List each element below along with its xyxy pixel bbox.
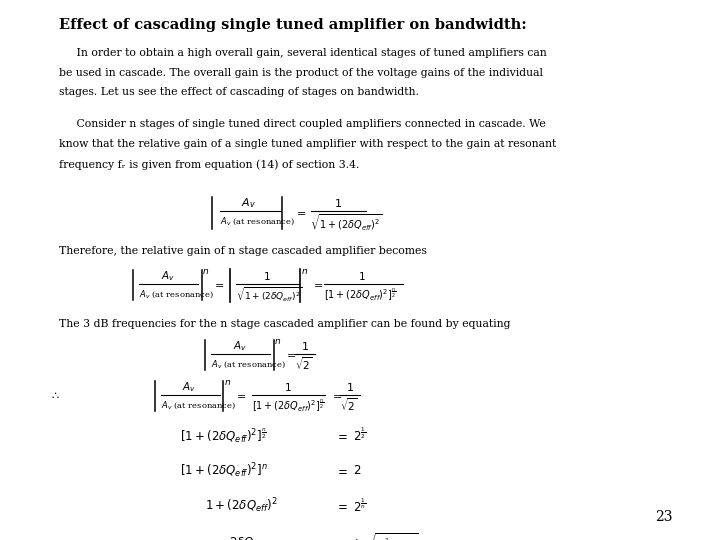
Text: $A_v$: $A_v$: [241, 196, 256, 210]
Text: $\sqrt{2}$: $\sqrt{2}$: [295, 355, 313, 372]
Text: $=$: $=$: [212, 279, 225, 289]
Text: $A_v$ (at resonance): $A_v$ (at resonance): [220, 215, 295, 227]
Text: $[1+(2\delta Q_{eff})^2]^n$: $[1+(2\delta Q_{eff})^2]^n$: [180, 462, 268, 480]
Text: $2^{\frac{1}{2}}$: $2^{\frac{1}{2}}$: [353, 427, 366, 444]
Text: $\sqrt{1+(2\delta Q_{eff})^2}$: $\sqrt{1+(2\delta Q_{eff})^2}$: [310, 213, 382, 232]
Text: be used in cascade. The overall gain is the product of the voltage gains of the : be used in cascade. The overall gain is …: [59, 68, 543, 78]
Text: Effect of cascading single tuned amplifier on bandwidth:: Effect of cascading single tuned amplifi…: [59, 18, 527, 32]
Text: $= \pm$: $= \pm$: [335, 537, 362, 540]
Text: $A_v$: $A_v$: [182, 380, 197, 394]
Text: $\therefore$: $\therefore$: [49, 390, 60, 400]
Text: $1$: $1$: [263, 270, 270, 282]
Text: $=$: $=$: [335, 464, 348, 477]
Text: $\sqrt{2}$: $\sqrt{2}$: [340, 396, 358, 413]
Text: $=$: $=$: [330, 390, 342, 400]
Text: $2\delta Q_{eff}$: $2\delta Q_{eff}$: [229, 536, 267, 540]
Text: $[1+(2\delta Q_{eff})^2]^{\frac{n}{2}}$: $[1+(2\delta Q_{eff})^2]^{\frac{n}{2}}$: [180, 427, 267, 445]
Text: $2^{\frac{1}{n}}$: $2^{\frac{1}{n}}$: [353, 497, 366, 515]
Text: $A_v$: $A_v$: [233, 339, 247, 353]
Text: $n$: $n$: [301, 267, 308, 276]
Text: $A_v$: $A_v$: [161, 269, 175, 283]
Text: $=$: $=$: [284, 349, 297, 359]
Text: Consider n stages of single tuned direct coupled amplifiers connected in cascade: Consider n stages of single tuned direct…: [59, 119, 546, 130]
Text: $A_v$ (at resonance): $A_v$ (at resonance): [161, 399, 235, 411]
Text: $n$: $n$: [224, 379, 231, 387]
Text: $\sqrt{1+(2\delta Q_{eff})^2}$: $\sqrt{1+(2\delta Q_{eff})^2}$: [236, 286, 302, 304]
Text: $A_v$ (at resonance): $A_v$ (at resonance): [139, 288, 214, 300]
Text: $=$: $=$: [335, 500, 348, 512]
Text: $=$: $=$: [294, 207, 306, 217]
Text: The 3 dB frequencies for the n stage cascaded amplifier can be found by equating: The 3 dB frequencies for the n stage cas…: [59, 319, 510, 329]
Text: 23: 23: [655, 510, 672, 524]
Text: $A_v$ (at resonance): $A_v$ (at resonance): [211, 358, 286, 370]
Text: In order to obtain a high overall gain, several identical stages of tuned amplif: In order to obtain a high overall gain, …: [59, 48, 546, 58]
Text: $=$: $=$: [311, 279, 323, 289]
Text: $\sqrt{2^{\frac{1}{n}}-1}$: $\sqrt{2^{\frac{1}{n}}-1}$: [365, 532, 419, 540]
Text: Therefore, the relative gain of n stage cascaded amplifier becomes: Therefore, the relative gain of n stage …: [59, 246, 427, 256]
Text: $=$: $=$: [335, 429, 348, 442]
Text: $1$: $1$: [346, 381, 354, 393]
Text: stages. Let us see the effect of cascading of stages on bandwidth.: stages. Let us see the effect of cascadi…: [59, 87, 419, 98]
Text: $n$: $n$: [202, 267, 210, 276]
Text: know that the relative gain of a single tuned amplifier with respect to the gain: know that the relative gain of a single …: [59, 139, 557, 150]
Text: $1$: $1$: [284, 381, 292, 393]
Text: $[1+(2\delta Q_{eff})^2]^{\frac{n}{2}}$: $[1+(2\delta Q_{eff})^2]^{\frac{n}{2}}$: [324, 287, 397, 303]
Text: $1$: $1$: [300, 340, 309, 352]
Text: $[1+(2\delta Q_{eff})^2]^{\frac{n}{2}}$: $[1+(2\delta Q_{eff})^2]^{\frac{n}{2}}$: [252, 398, 325, 414]
Text: frequency fᵣ is given from equation (14) of section 3.4.: frequency fᵣ is given from equation (14)…: [59, 159, 359, 170]
Text: $1$: $1$: [358, 270, 365, 282]
Text: $1$: $1$: [334, 197, 343, 209]
Text: $n$: $n$: [274, 338, 282, 346]
Text: $1+(2\delta Q_{eff})^2$: $1+(2\delta Q_{eff})^2$: [205, 497, 278, 515]
Text: $2$: $2$: [353, 464, 361, 477]
Text: $=$: $=$: [234, 390, 246, 400]
